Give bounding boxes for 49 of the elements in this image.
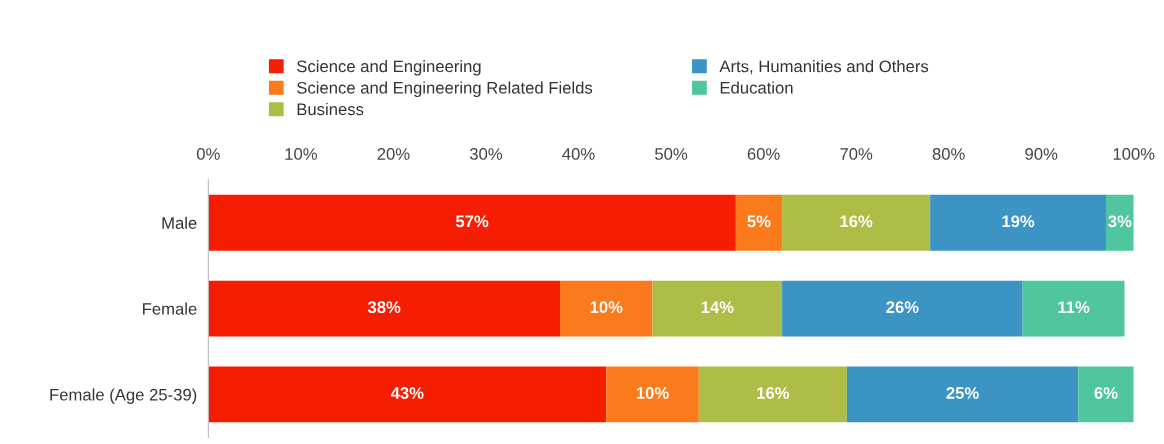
x-tick-label: 20% (377, 148, 410, 160)
bar (652, 280, 783, 337)
data-label: 19% (1002, 215, 1035, 228)
data-label: 16% (840, 215, 873, 228)
bar (846, 366, 1079, 423)
y-tick-label: Male (162, 216, 197, 229)
bar (930, 194, 1106, 251)
bar (735, 194, 783, 251)
legend-label: Business (297, 102, 364, 116)
x-tick-label: 70% (840, 148, 873, 160)
x-tick-label: 0% (196, 148, 220, 160)
x-tick-label: 50% (655, 148, 688, 160)
data-label: 6% (1094, 387, 1118, 399)
data-label: 5% (747, 215, 771, 228)
legend-label: Education (720, 81, 793, 94)
bar (560, 280, 653, 337)
data-label: 14% (701, 301, 734, 314)
legend-label: Arts, Humanities and Others (719, 60, 929, 75)
x-tick-label: 40% (562, 148, 595, 160)
bar (606, 366, 699, 423)
bar (782, 194, 931, 251)
data-label: 25% (946, 387, 979, 399)
x-tick-label: 10% (285, 148, 317, 160)
data-label: 10% (590, 301, 623, 314)
data-label: 43% (390, 387, 424, 399)
x-tick-label: 30% (469, 148, 503, 160)
bar (1105, 194, 1134, 251)
data-label: 10% (636, 387, 669, 399)
y-tick-label: Female (143, 302, 197, 315)
x-tick-label: 80% (932, 148, 965, 160)
bar (1078, 366, 1134, 423)
bar (1022, 280, 1125, 337)
data-label: 57% (455, 215, 489, 228)
bar (208, 280, 560, 337)
x-tick-label: 60% (747, 148, 780, 160)
data-label: 11% (1058, 301, 1090, 314)
data-label: 26% (886, 301, 919, 314)
legend-label: Science and Engineering Related Fields (297, 81, 593, 98)
data-label: 16% (757, 387, 790, 399)
data-label: 3% (1108, 215, 1132, 228)
bar (698, 366, 847, 423)
bar (782, 280, 1023, 337)
bar (208, 194, 736, 251)
legend-label: Science and Engineering (297, 60, 481, 76)
y-tick-label: Female (Age 25-39) (50, 388, 197, 404)
bar (208, 366, 607, 423)
x-tick-label: 90% (1025, 148, 1058, 160)
data-label: 38% (367, 301, 401, 314)
x-tick-label: 100% (1113, 148, 1155, 160)
